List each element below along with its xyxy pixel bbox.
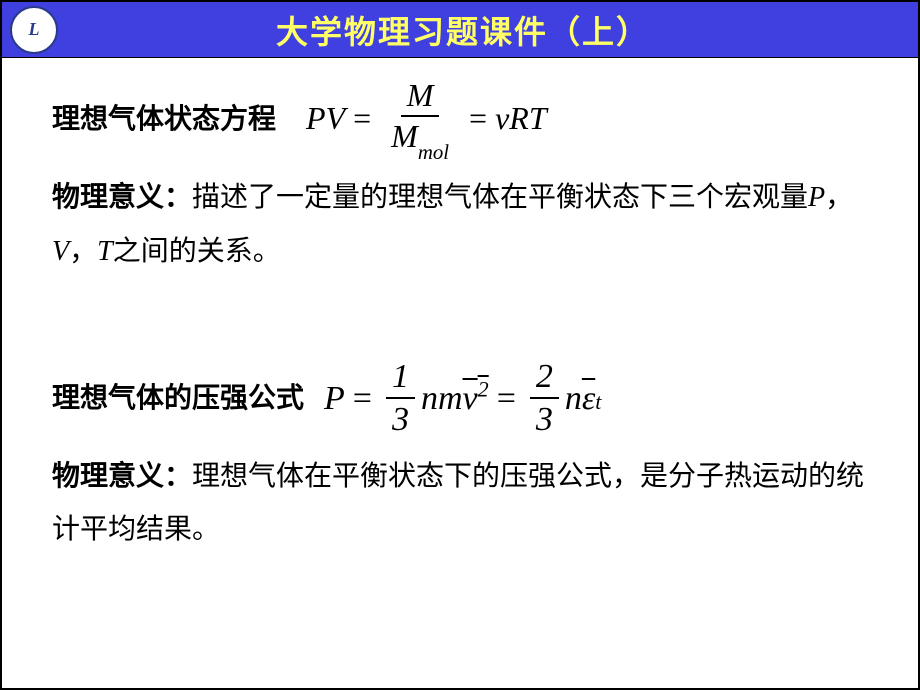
equals-sign-3: =: [353, 368, 372, 429]
slide-container: L 大学物理习题课件（上） 理想气体状态方程 PV = M Mmol = νRT…: [0, 0, 920, 690]
frac-num-1: 1: [386, 358, 415, 399]
formula2-lhs: P: [324, 368, 345, 429]
ideal-gas-equation-label: 理想气体状态方程: [52, 94, 276, 144]
n-term: n: [565, 368, 582, 429]
pressure-formula-label: 理想气体的压强公式: [52, 373, 304, 423]
equals-sign-4: =: [497, 368, 516, 429]
logo-letter: L: [29, 19, 40, 40]
equals-sign-2: =: [469, 90, 487, 148]
var-v: V: [52, 236, 69, 267]
epsilon-sub: t: [595, 382, 601, 422]
formula-rhs: νRT: [495, 90, 547, 148]
fraction-m-mmol: M Mmol: [385, 78, 455, 160]
pressure-formula: P = 1 3 nmv2 = 2 3 nεt: [324, 358, 601, 439]
frac-num-2: 2: [530, 358, 559, 399]
meaning-paragraph-2: 物理意义：理想气体在平衡状态下的压强公式，是分子热运动的统计平均结果。: [52, 449, 878, 556]
slide-title: 大学物理习题课件（上）: [58, 7, 918, 53]
meaning-text-1b: 之间的关系。: [113, 236, 281, 267]
var-t: T: [97, 236, 113, 267]
meaning-text-1a: 描述了一定量的理想气体在平衡状态下三个宏观量: [192, 182, 808, 213]
equation-row-2: 理想气体的压强公式 P = 1 3 nmv2 = 2 3 nεt: [52, 358, 878, 439]
frac-den-3b: 3: [530, 399, 559, 438]
comma-1: ，: [825, 182, 853, 213]
formula-lhs: PV: [306, 90, 345, 148]
university-logo: L: [10, 6, 58, 54]
fraction-2-3: 2 3: [530, 358, 559, 439]
frac-denominator: Mmol: [385, 117, 455, 160]
comma-2: ，: [69, 236, 97, 267]
equals-sign: =: [353, 90, 371, 148]
ideal-gas-equation-formula: PV = M Mmol = νRT: [306, 78, 547, 160]
fraction-1-3: 1 3: [386, 358, 415, 439]
slide-header: L 大学物理习题课件（上）: [2, 2, 918, 58]
spacer: [52, 308, 878, 358]
frac-numerator: M: [401, 78, 440, 117]
meaning-label-1: 物理意义：: [52, 181, 192, 212]
epsilon-bar: ε: [582, 368, 595, 429]
v-squared-bar: v2: [463, 368, 489, 429]
nm-term: nm: [421, 368, 463, 429]
slide-content: 理想气体状态方程 PV = M Mmol = νRT 物理意义：描述了一定量的理…: [2, 58, 918, 606]
equation-row-1: 理想气体状态方程 PV = M Mmol = νRT: [52, 78, 878, 160]
meaning-paragraph-1: 物理意义：描述了一定量的理想气体在平衡状态下三个宏观量P，V，T之间的关系。: [52, 170, 878, 277]
var-p: P: [808, 182, 825, 213]
meaning-label-2: 物理意义：: [52, 460, 192, 491]
frac-den-3: 3: [386, 399, 415, 438]
